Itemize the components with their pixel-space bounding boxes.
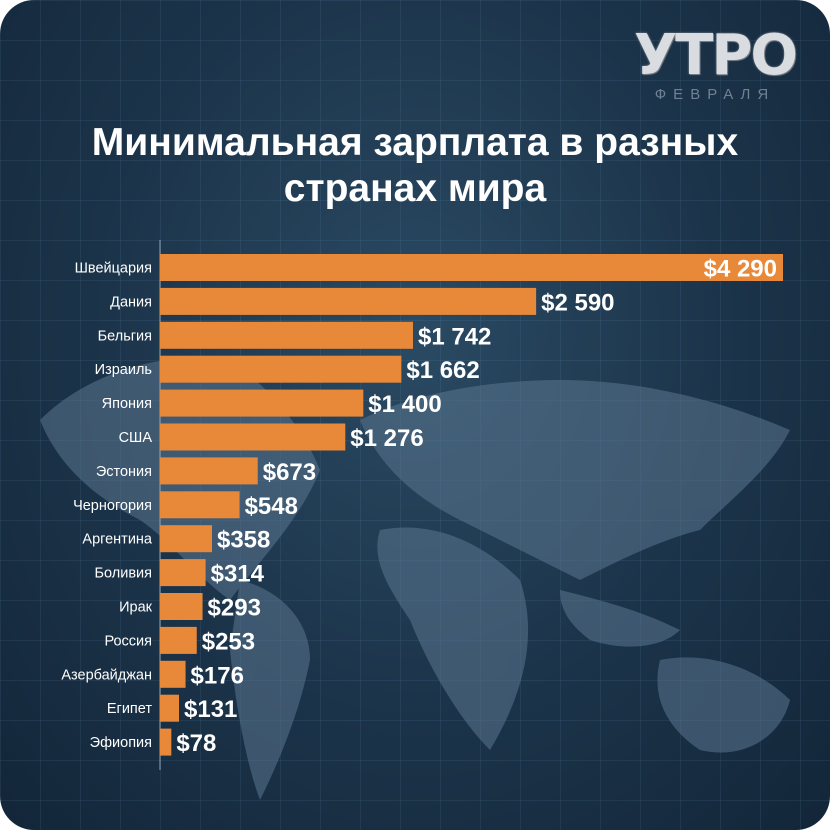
value-label: $253 xyxy=(202,628,255,655)
logo-wordmark: УТРО xyxy=(633,23,798,88)
value-label: $314 xyxy=(211,561,265,588)
bar xyxy=(160,626,197,654)
bar xyxy=(160,694,180,722)
bar xyxy=(160,389,364,417)
value-label: $1 662 xyxy=(406,357,479,384)
category-label: Черногория xyxy=(73,498,152,514)
value-label: $1 276 xyxy=(350,425,423,452)
category-label: Япония xyxy=(102,396,152,412)
value-label: $4 290 xyxy=(704,256,777,283)
brand-logo: УТРО ФЕВРАЛЯ xyxy=(630,23,800,104)
bar xyxy=(160,321,413,349)
category-label: Боливия xyxy=(95,566,152,582)
category-label: Аргентина xyxy=(82,532,153,548)
category-label: Ирак xyxy=(119,600,153,616)
category-label: Эфиопия xyxy=(90,735,152,751)
bar xyxy=(160,423,346,451)
category-label: Египет xyxy=(107,701,152,717)
bar xyxy=(160,287,537,315)
value-label: $548 xyxy=(245,493,298,520)
category-label: Россия xyxy=(104,633,152,649)
bar xyxy=(160,525,212,553)
value-label: $176 xyxy=(191,662,244,689)
value-label: $293 xyxy=(208,595,261,622)
bar xyxy=(160,660,186,688)
value-label: $1 400 xyxy=(368,391,441,418)
category-label: Швейцария xyxy=(75,261,152,277)
value-label: $2 590 xyxy=(541,289,614,316)
value-label: $78 xyxy=(176,730,216,757)
category-label: Дания xyxy=(110,294,152,310)
bar xyxy=(160,457,258,485)
category-label: США xyxy=(119,430,153,446)
value-label: $673 xyxy=(263,459,316,486)
bar xyxy=(160,254,783,281)
bar xyxy=(160,559,206,587)
category-label: Эстония xyxy=(96,464,152,480)
category-label: Азербайджан xyxy=(61,667,152,683)
value-label: $131 xyxy=(184,696,237,723)
chart-title-line-2: странах мира xyxy=(283,167,547,210)
value-label: $358 xyxy=(217,527,270,554)
logo-subtitle: ФЕВРАЛЯ xyxy=(654,86,776,103)
bar xyxy=(160,728,172,756)
bar xyxy=(160,491,240,519)
value-label: $1 742 xyxy=(418,323,491,350)
chart-title-line-1: Минимальная зарплата в разных xyxy=(91,121,739,164)
category-label: Бельгия xyxy=(98,328,152,344)
chart-title: Минимальная зарплата в разных странах ми… xyxy=(40,120,790,212)
bar xyxy=(160,355,402,383)
bar xyxy=(160,593,203,620)
category-label: Израиль xyxy=(95,362,152,378)
